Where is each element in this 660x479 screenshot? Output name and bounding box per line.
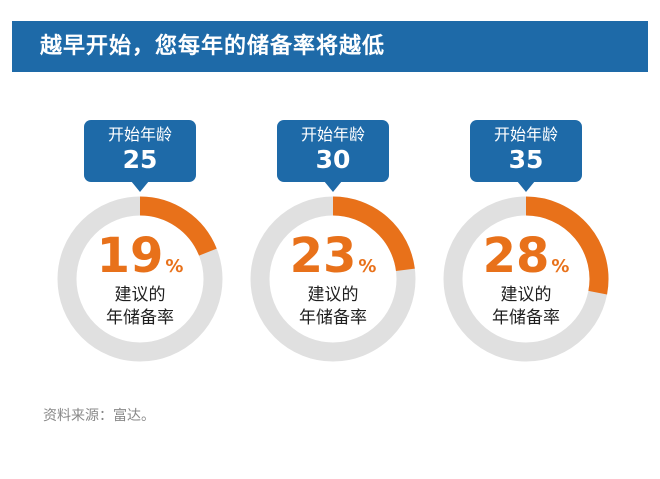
caption-line-1: 建议的 [500,285,552,305]
donut-panel-age-25: 开始年龄 25 19% 建议的 年储备率 [50,120,230,370]
percent-sign: % [551,256,570,277]
percentage-label: 19% [50,232,230,280]
title-bar: 越早开始，您每年的储备率将越低 [12,21,648,72]
rate-caption: 建议的 年储备率 [436,284,616,330]
caption-line-2: 年储备率 [106,308,174,328]
start-age-callout: 开始年龄 25 [84,120,196,192]
caption-line-2: 年储备率 [492,308,560,328]
percentage-value: 23 [289,228,357,284]
donut-arc-value [332,196,415,272]
percentage-value: 28 [482,228,550,284]
start-age-value: 35 [508,145,544,174]
source-note: 资料来源：富达。 [43,408,155,424]
start-age-label: 开始年龄 [493,125,558,144]
rate-caption: 建议的 年储备率 [50,284,230,330]
start-age-callout: 开始年龄 30 [277,120,389,192]
donut-chart [443,196,609,362]
rate-caption: 建议的 年储备率 [243,284,423,330]
start-age-value: 25 [122,145,158,174]
start-age-value: 30 [315,145,351,174]
donut-chart [250,196,416,362]
donut-panel-age-35: 开始年龄 35 28% 建议的 年储备率 [436,120,616,370]
percentage-value: 19 [96,228,164,284]
start-age-callout: 开始年龄 35 [470,120,582,192]
caption-line-1: 建议的 [307,285,359,305]
percent-sign: % [165,256,184,277]
start-age-label: 开始年龄 [107,125,172,144]
donut-chart [57,196,223,362]
caption-line-1: 建议的 [114,285,166,305]
percentage-label: 23% [243,232,423,280]
donut-arc-value [525,196,609,295]
percent-sign: % [358,256,377,277]
start-age-label: 开始年龄 [300,125,365,144]
page-title: 越早开始，您每年的储备率将越低 [40,34,386,59]
donut-panel-age-30: 开始年龄 30 23% 建议的 年储备率 [243,120,423,370]
caption-line-2: 年储备率 [299,308,367,328]
donut-arc-value [139,196,217,256]
percentage-label: 28% [436,232,616,280]
